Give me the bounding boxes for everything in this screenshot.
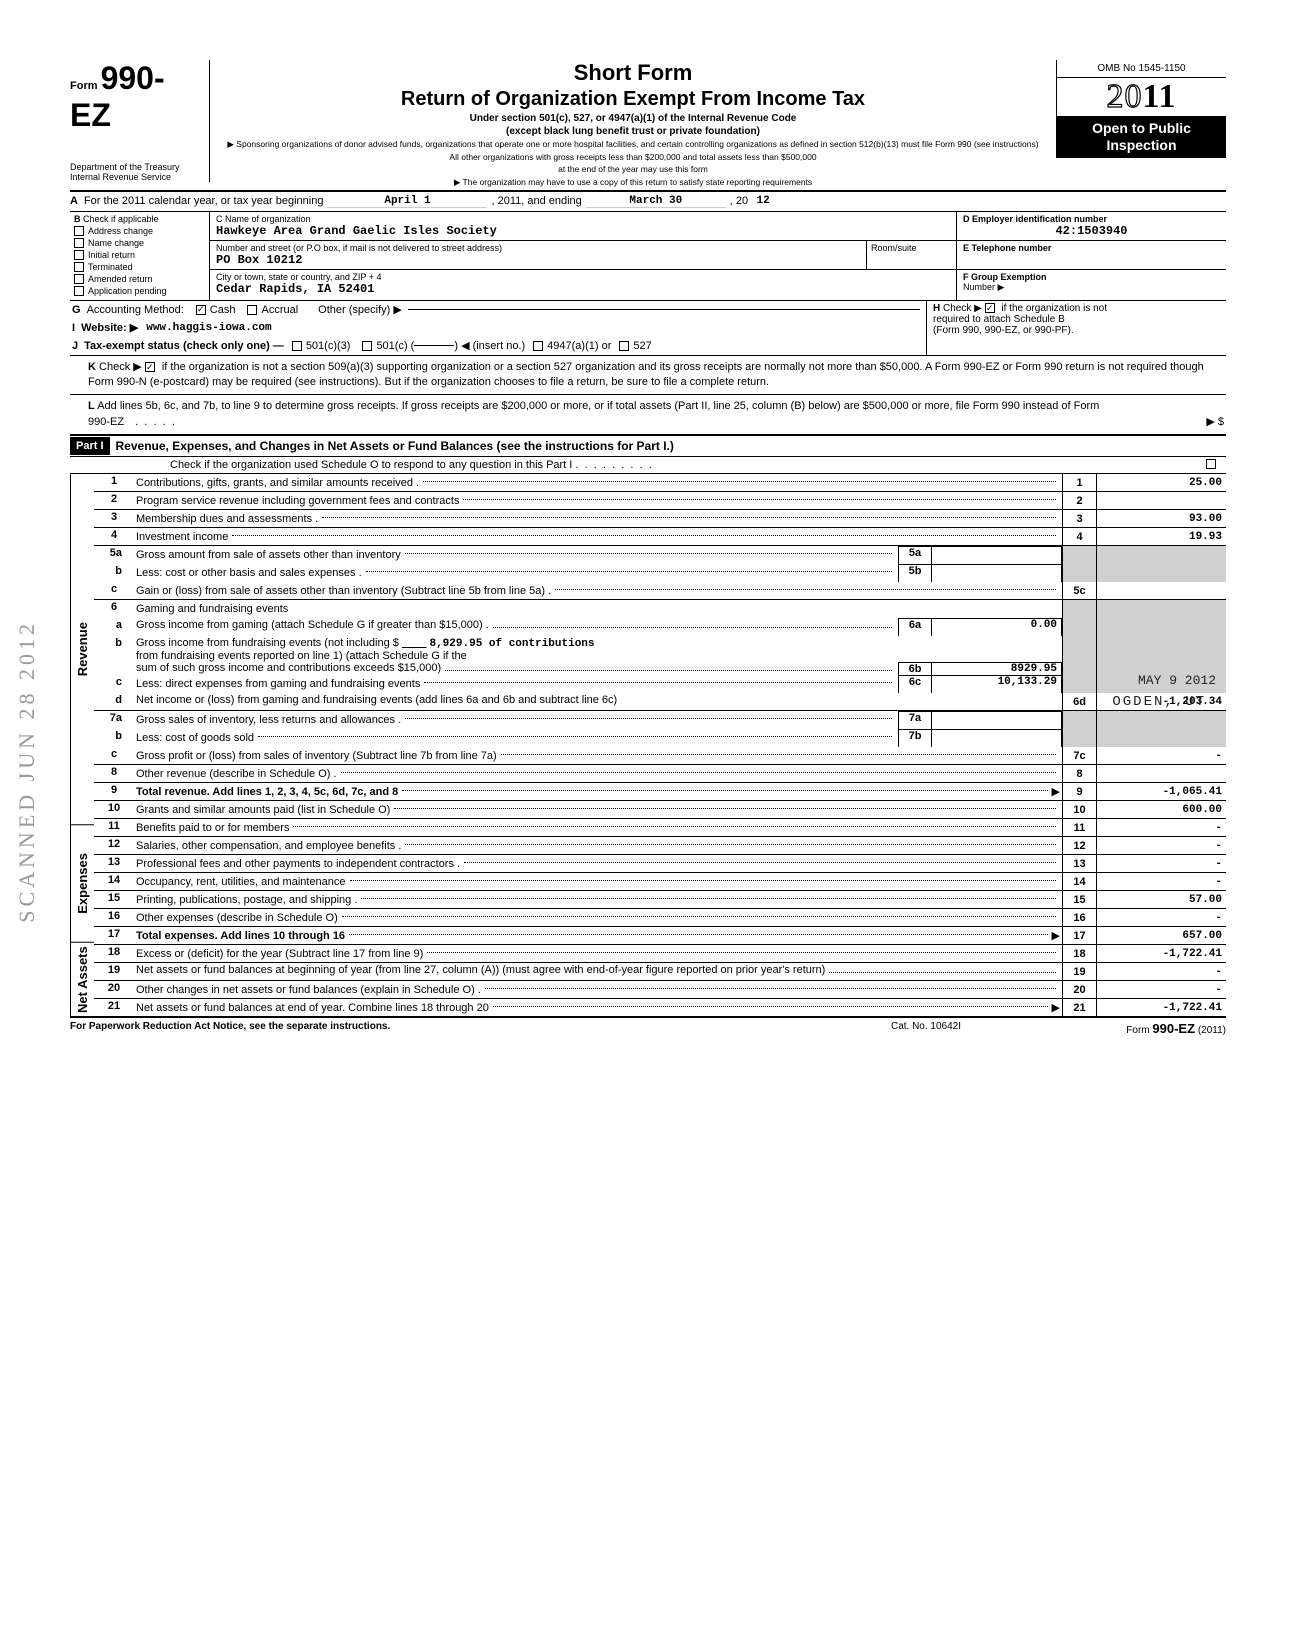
cb-application-pending[interactable]: Application pending: [74, 286, 205, 296]
cb-cash[interactable]: ✓: [196, 305, 206, 315]
row-h-schedule-b: H Check ▶ ✓ if the organization is not: [933, 303, 1220, 314]
city-label: City or town, state or country, and ZIP …: [216, 272, 950, 282]
line-6: 6 Gaming and fundraising events: [94, 600, 1226, 618]
telephone-label: E Telephone number: [963, 243, 1220, 253]
form-header: Form 990-EZ Department of the Treasury I…: [70, 60, 1226, 188]
row-h-line3: (Form 990, 990-EZ, or 990-PF).: [933, 325, 1220, 336]
tax-year: 2011: [1057, 78, 1226, 116]
group-exemption-number: Number ▶: [963, 282, 1220, 293]
line-15: 15 Printing, publications, postage, and …: [94, 891, 1226, 909]
group-exemption-label: F Group Exemption: [963, 272, 1220, 282]
line-19: 19 Net assets or fund balances at beginn…: [94, 963, 1226, 981]
line-10: 10 Grants and similar amounts paid (list…: [94, 801, 1226, 819]
line-7a: 7a Gross sales of inventory, less return…: [94, 711, 1226, 729]
scanned-stamp: SCANNED JUN 28 2012: [14, 620, 40, 923]
revenue-table: Revenue Expenses Net Assets 1 Contributi…: [70, 474, 1226, 1017]
line-8: 8 Other revenue (describe in Schedule O)…: [94, 765, 1226, 783]
line-11: 11 Benefits paid to or for members 11 -: [94, 819, 1226, 837]
line-5a: 5a Gross amount from sale of assets othe…: [94, 546, 1226, 564]
line-17: 17 Total expenses. Add lines 10 through …: [94, 927, 1226, 945]
row-i-website: IWebsite: ▶ www.haggis-iowa.com: [70, 319, 926, 337]
line-4: 4 Investment income 4 19.93: [94, 528, 1226, 546]
org-name-value: Hawkeye Area Grand Gaelic Isles Society: [216, 224, 950, 238]
row-a-tax-year: A For the 2011 calendar year, or tax yea…: [70, 192, 1226, 212]
line-6c: c Less: direct expenses from gaming and …: [94, 675, 1226, 693]
fineprint-4: ▶ The organization may have to use a cop…: [216, 177, 1050, 188]
ein-label: D Employer identification number: [963, 214, 1220, 224]
cb-schedule-o[interactable]: [1206, 459, 1216, 469]
omb-number: OMB No 1545-1150: [1057, 60, 1226, 78]
room-suite-label: Room/suite: [871, 243, 952, 253]
line-6d: d Net income or (loss) from gaming and f…: [94, 693, 1226, 711]
part-1-header: Part I Revenue, Expenses, and Changes in…: [70, 434, 1226, 457]
line-2: 2 Program service revenue including gove…: [94, 492, 1226, 510]
fineprint-1: ▶ Sponsoring organizations of donor advi…: [216, 139, 1050, 150]
side-revenue: Revenue: [70, 474, 94, 825]
line-14: 14 Occupancy, rent, utilities, and maint…: [94, 873, 1226, 891]
line-7c: c Gross profit or (loss) from sales of i…: [94, 747, 1226, 765]
cb-amended-return[interactable]: Amended return: [74, 274, 205, 284]
website-value: www.haggis-iowa.com: [146, 322, 271, 334]
cb-terminated[interactable]: Terminated: [74, 262, 205, 272]
cb-501c3[interactable]: [292, 341, 302, 351]
row-l: L Add lines 5b, 6c, and 7b, to line 9 to…: [70, 395, 1226, 434]
line-6b: b Gross income from fundraising events (…: [94, 636, 1226, 675]
subtitle-1: Under section 501(c), 527, or 4947(a)(1)…: [216, 113, 1050, 124]
cb-527[interactable]: [619, 341, 629, 351]
line-7b: b Less: cost of goods sold 7b: [94, 729, 1226, 747]
city-value: Cedar Rapids, IA 52401: [216, 282, 950, 296]
line-13: 13 Professional fees and other payments …: [94, 855, 1226, 873]
return-title: Return of Organization Exempt From Incom…: [216, 88, 1050, 111]
row-h-line2: required to attach Schedule B: [933, 314, 1220, 325]
part-1-check-o: Check if the organization used Schedule …: [70, 457, 1226, 474]
cb-schedule-b[interactable]: ✓: [985, 303, 995, 313]
line-6a: a Gross income from gaming (attach Sched…: [94, 618, 1226, 636]
cb-4947[interactable]: [533, 341, 543, 351]
side-net-assets: Net Assets: [70, 943, 94, 1017]
cb-initial-return[interactable]: Initial return: [74, 250, 205, 260]
line-5b: b Less: cost or other basis and sales ex…: [94, 564, 1226, 582]
line-18: 18 Excess or (deficit) for the year (Sub…: [94, 945, 1226, 963]
open-to-public: Open to Public Inspection: [1057, 116, 1226, 158]
line-9: 9 Total revenue. Add lines 1, 2, 3, 4, 5…: [94, 783, 1226, 801]
fineprint-2: All other organizations with gross recei…: [216, 152, 1050, 163]
line-16: 16 Other expenses (describe in Schedule …: [94, 909, 1226, 927]
address-label: Number and street (or P.O box, if mail i…: [216, 243, 860, 253]
line-20: 20 Other changes in net assets or fund b…: [94, 981, 1226, 999]
cb-k-check[interactable]: ✓: [145, 362, 155, 372]
side-expenses: Expenses: [70, 825, 94, 943]
line-5c: c Gain or (loss) from sale of assets oth…: [94, 582, 1226, 600]
form-footer: For Paperwork Reduction Act Notice, see …: [70, 1017, 1226, 1036]
ein-value: 42:1503940: [963, 224, 1220, 238]
row-g-accounting: GAccounting Method: ✓Cash Accrual Other …: [70, 301, 926, 319]
row-k: K Check ▶ ✓ if the organization is not a…: [70, 356, 1226, 396]
org-name-label: C Name of organization: [216, 214, 950, 224]
subtitle-2: (except black lung benefit trust or priv…: [216, 126, 1050, 137]
short-form-title: Short Form: [216, 60, 1050, 86]
row-j-tax-exempt: JTax-exempt status (check only one) — 50…: [70, 337, 926, 355]
form-number: Form 990-EZ: [70, 60, 201, 134]
line-3: 3 Membership dues and assessments . 3 93…: [94, 510, 1226, 528]
cb-501c[interactable]: [362, 341, 372, 351]
line-21: 21 Net assets or fund balances at end of…: [94, 999, 1226, 1017]
address-value: PO Box 10212: [216, 253, 860, 267]
cb-name-change[interactable]: Name change: [74, 238, 205, 248]
line-1: 1 Contributions, gifts, grants, and simi…: [94, 474, 1226, 492]
dept-treasury: Department of the Treasury Internal Reve…: [70, 162, 201, 182]
header-info-block: B Check if applicable Address change Nam…: [70, 212, 1226, 301]
fineprint-3: at the end of the year may use this form: [216, 164, 1050, 175]
cb-accrual[interactable]: [247, 305, 257, 315]
cb-address-change[interactable]: Address change: [74, 226, 205, 236]
line-12: 12 Salaries, other compensation, and emp…: [94, 837, 1226, 855]
